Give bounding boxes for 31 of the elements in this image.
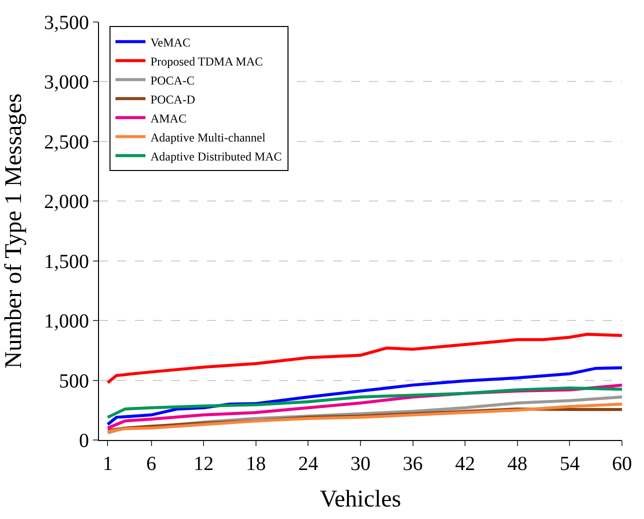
y-tick-label: 500: [59, 370, 89, 392]
legend-label: VeMAC: [150, 35, 190, 50]
legend-label: AMAC: [150, 111, 186, 126]
x-tick-label: 30: [350, 453, 370, 475]
y-tick-label: 1,500: [44, 250, 89, 273]
line-series: [106, 386, 622, 419]
x-tick-label: 12: [194, 453, 214, 475]
y-tick-label: 2,500: [44, 131, 89, 154]
x-tick-label: 36: [402, 453, 423, 475]
x-tick-label: 42: [455, 453, 476, 475]
legend-label: POCA-D: [150, 92, 196, 106]
x-tick-label: 6: [146, 453, 156, 475]
y-tick-label: 0: [79, 430, 89, 452]
x-axis-title: Vehicles: [320, 486, 402, 512]
y-tick-label: 3,500: [44, 12, 89, 34]
x-tick-label: 60: [612, 453, 632, 475]
y-tick-label: 3,000: [44, 72, 89, 94]
legend-label: Adaptive Multi-channel: [150, 130, 266, 144]
x-tick-label: 18: [246, 453, 266, 475]
x-tick-label: 54: [560, 453, 580, 475]
line-series: [106, 332, 622, 384]
legend-label: Adaptive Distributed MAC: [150, 149, 282, 164]
x-tick-label: 24: [298, 453, 318, 475]
line-series: [106, 402, 622, 434]
y-axis-title: Number of Type 1 Messages: [1, 93, 28, 369]
legend-label: POCA-C: [150, 73, 194, 88]
y-tick-label: 1,000: [44, 310, 89, 333]
x-tick-label: 1: [102, 453, 113, 475]
y-tick-label: 2,000: [44, 191, 89, 214]
x-tick-label: 48: [507, 453, 528, 475]
legend-label: Proposed TDMA MAC: [150, 54, 263, 68]
